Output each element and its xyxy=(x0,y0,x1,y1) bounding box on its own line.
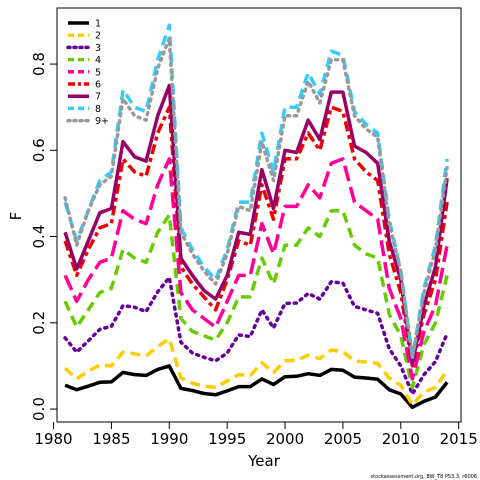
x-tick-label: 2010 xyxy=(382,430,420,448)
series-line-5 xyxy=(63,157,449,381)
y-tick-label: 0.6 xyxy=(30,138,48,162)
x-tick-label: 1990 xyxy=(150,430,188,448)
y-tick-label: 0.4 xyxy=(30,225,48,249)
y-tick-label: 0.8 xyxy=(30,52,48,76)
series-line-6 xyxy=(63,105,449,368)
legend-label: 6 xyxy=(95,80,101,91)
legend-label: 5 xyxy=(95,67,101,78)
series-line-7 xyxy=(63,83,449,366)
x-axis-title: Year xyxy=(247,452,281,470)
plot-frame xyxy=(56,7,462,423)
y-axis: 0.0 0.2 0.4 0.6 0.8 xyxy=(30,52,57,421)
series-layer xyxy=(63,23,449,410)
legend-label: 1 xyxy=(95,19,101,30)
series-line-9plus xyxy=(63,36,449,360)
series-line-4 xyxy=(63,208,449,390)
legend-label: 2 xyxy=(95,31,101,42)
x-tick-label: 2000 xyxy=(266,430,304,448)
series-line-1 xyxy=(64,364,449,410)
legend-label: 8 xyxy=(95,104,101,115)
legend-label: 4 xyxy=(95,55,101,66)
x-tick-label: 1980 xyxy=(34,430,72,448)
x-axis: 1980 1985 1990 1995 2000 2005 2010 2015 xyxy=(34,422,478,448)
y-tick-label: 0.2 xyxy=(30,311,48,335)
x-tick-label: 2005 xyxy=(324,430,362,448)
x-tick-label: 2015 xyxy=(440,430,478,448)
x-tick-label: 1995 xyxy=(208,430,246,448)
credit-text: stockassessment.org, BW_T8 P53.3, r6006 xyxy=(371,474,477,480)
legend-label: 9+ xyxy=(95,116,109,127)
x-tick-label: 1985 xyxy=(92,430,130,448)
legend-label: 3 xyxy=(95,43,101,54)
y-tick-label: 0.0 xyxy=(30,397,48,421)
y-axis-title: F xyxy=(7,212,25,221)
series-line-3 xyxy=(63,275,449,396)
legend-label: 7 xyxy=(95,92,101,103)
series-line-2 xyxy=(63,337,449,407)
